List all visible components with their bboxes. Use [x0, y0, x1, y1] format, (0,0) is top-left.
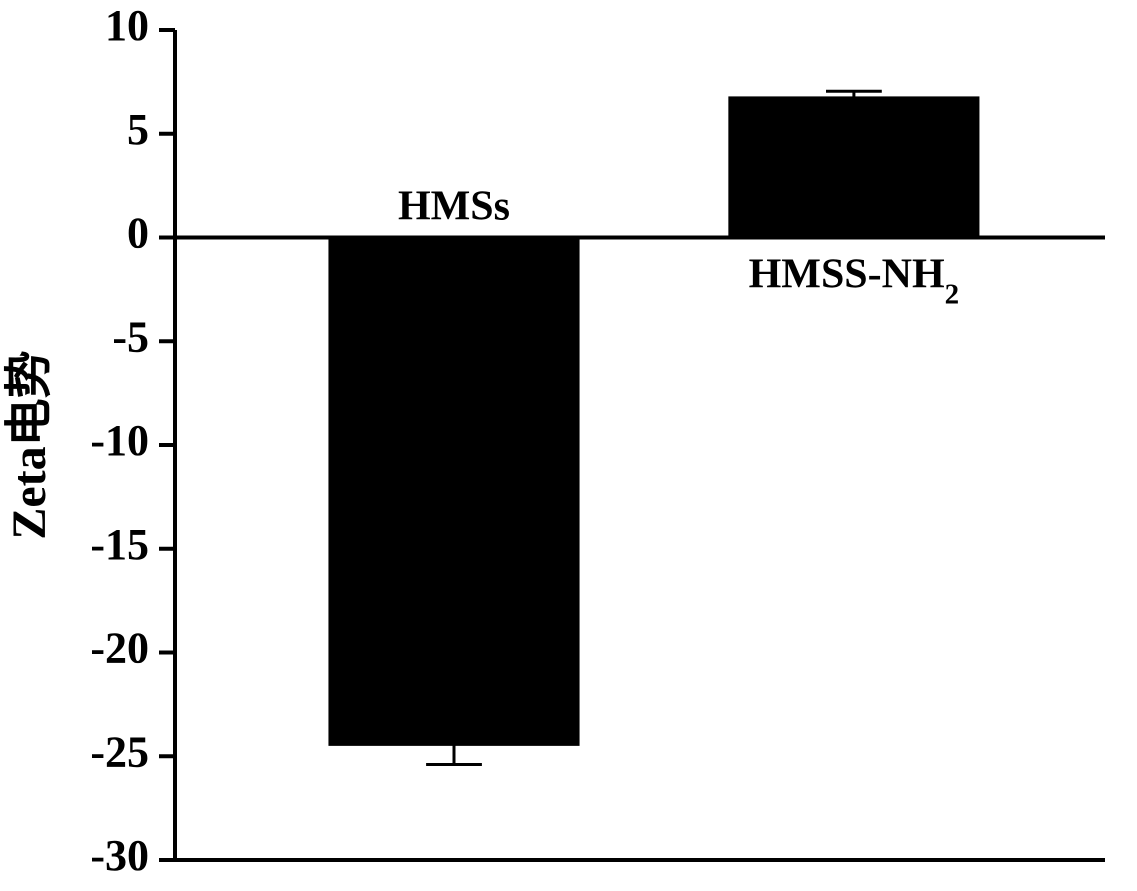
y-tick-label: -10 — [90, 416, 149, 465]
chart-svg: -30-25-20-15-10-50510Zeta电势HMSsHMSS-NH2 — [0, 0, 1137, 891]
bar-1 — [728, 96, 979, 237]
y-tick-label: -5 — [112, 312, 149, 361]
y-tick-label: 0 — [127, 209, 149, 258]
bar-label-0: HMSs — [398, 184, 510, 230]
y-tick-label: -20 — [90, 624, 149, 673]
y-tick-label: -15 — [90, 520, 149, 569]
y-tick-label: 5 — [127, 105, 149, 154]
y-tick-label: -25 — [90, 727, 149, 776]
y-tick-label: -30 — [90, 831, 149, 880]
zeta-potential-bar-chart: -30-25-20-15-10-50510Zeta电势HMSsHMSS-NH2 — [0, 0, 1137, 891]
y-axis-title: Zeta电势 — [3, 350, 56, 539]
y-tick-label: 10 — [105, 1, 149, 50]
bar-0 — [328, 238, 579, 746]
